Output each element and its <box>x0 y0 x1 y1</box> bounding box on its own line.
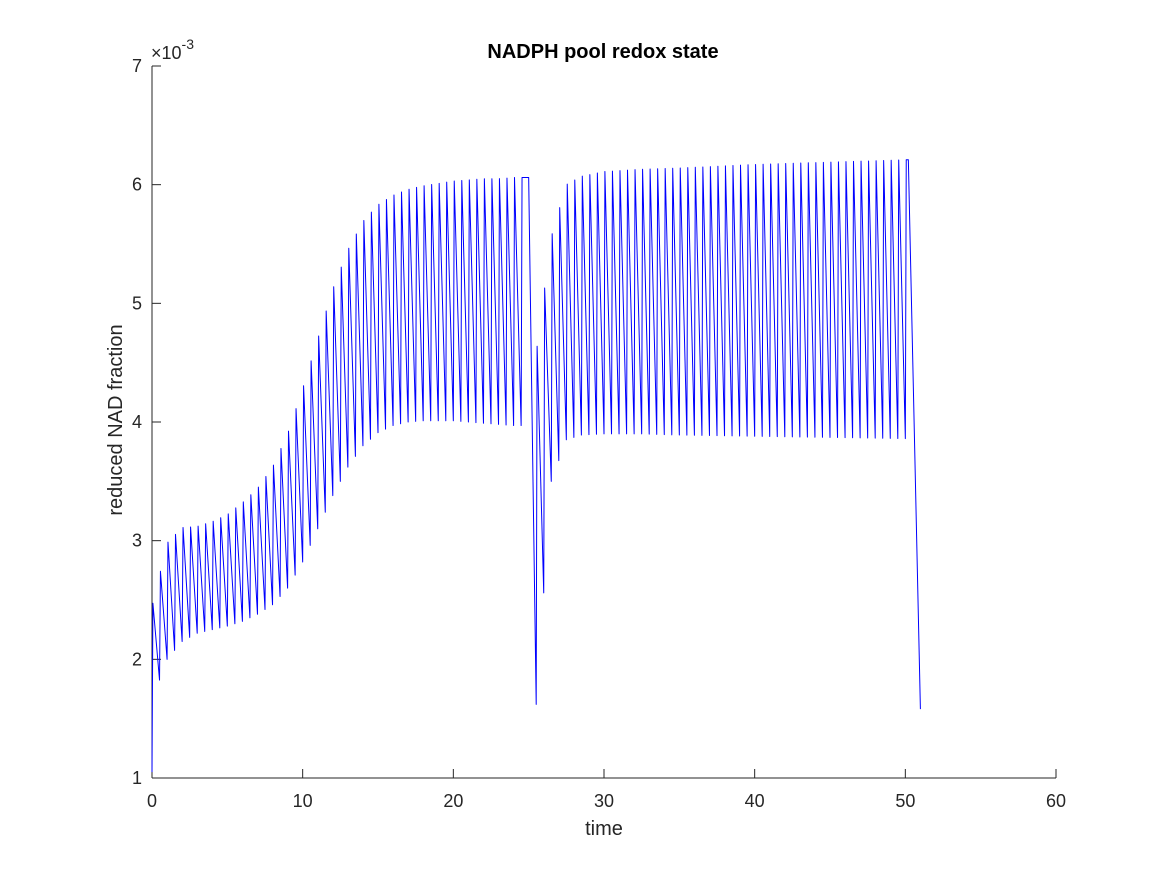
y-exponent-base: ×10 <box>151 43 182 63</box>
y-tick-label: 6 <box>132 175 142 195</box>
series-line <box>151 159 921 773</box>
y-tick-label: 3 <box>132 531 142 551</box>
x-tick-label: 30 <box>594 791 614 811</box>
x-tick-label: 60 <box>1046 791 1066 811</box>
x-tick-label: 50 <box>895 791 915 811</box>
plot-area <box>151 159 921 773</box>
chart-title: NADPH pool redox state <box>487 41 718 63</box>
y-tick-label: 1 <box>132 768 142 788</box>
y-axis-label: reduced NAD fraction <box>105 324 127 515</box>
axis-ticks: 0 10 20 30 40 50 60 1 2 3 4 5 6 7 <box>132 56 1066 811</box>
y-tick-label: 4 <box>132 412 142 432</box>
y-exponent-power: -3 <box>182 36 195 52</box>
x-tick-label: 10 <box>293 791 313 811</box>
x-tick-label: 0 <box>147 791 157 811</box>
x-tick-label: 40 <box>745 791 765 811</box>
y-exponent-label: ×10-3 <box>151 36 194 63</box>
y-tick-label: 7 <box>132 56 142 76</box>
y-tick-label: 2 <box>132 649 142 669</box>
x-axis-label: time <box>585 818 623 840</box>
x-tick-label: 20 <box>443 791 463 811</box>
y-tick-label: 5 <box>132 293 142 313</box>
